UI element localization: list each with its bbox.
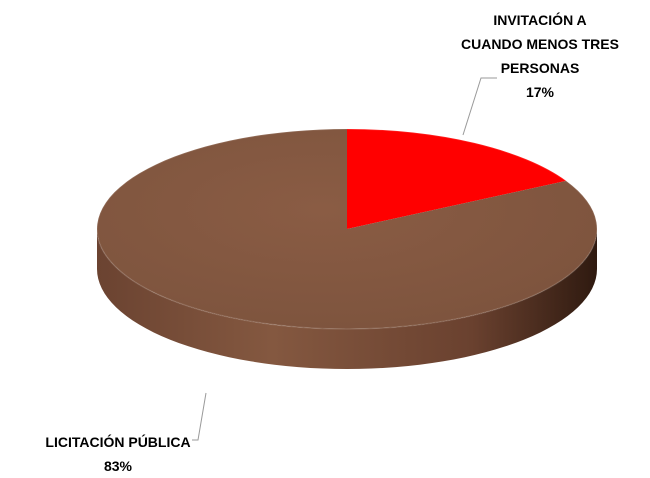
data-label-invitacion: INVITACIÓN A CUANDO MENOS TRES PERSONAS …: [430, 8, 650, 104]
label-licitacion-value: 83%: [103, 458, 133, 474]
slice-0: [347, 129, 567, 229]
label-licitacion-line-1: LICITACIÓN PÚBLICA: [45, 434, 191, 450]
label-invitacion-line-2: CUANDO MENOS TRES: [461, 36, 619, 52]
slice-side-1: [97, 229, 597, 369]
label-invitacion-value: 17%: [525, 84, 555, 100]
leader-lines: [192, 77, 497, 441]
pie-rim: [96, 128, 598, 330]
leader-line-licitacion: [192, 392, 207, 441]
pie-group: [96, 128, 598, 369]
slice-1: [97, 129, 598, 329]
leader-line-invitacion: [462, 77, 497, 136]
label-invitacion-line-1: INVITACIÓN A: [493, 12, 587, 28]
data-label-licitacion: LICITACIÓN PÚBLICA 83%: [0, 430, 236, 478]
label-invitacion-line-3: PERSONAS: [500, 60, 580, 76]
